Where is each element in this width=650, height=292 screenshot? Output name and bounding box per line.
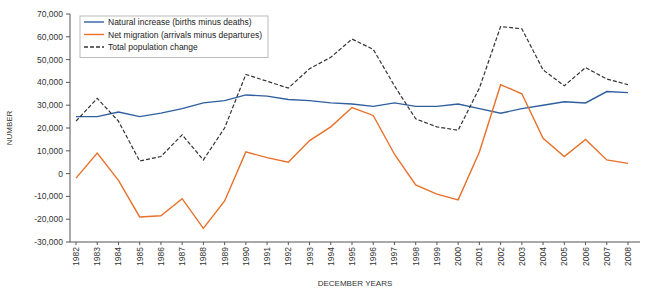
x-tick-label: 1991 bbox=[262, 247, 272, 266]
x-tick bbox=[458, 242, 459, 245]
y-tick-label: 30,000 bbox=[37, 100, 63, 110]
y-tick-label: 10,000 bbox=[37, 146, 63, 156]
y-tick bbox=[66, 36, 70, 37]
y-tick bbox=[66, 219, 70, 220]
chart: -30,000 -20,000 -10,000 0 10,000 20,000 30,000… bbox=[0, 0, 650, 292]
x-tick-label: 1986 bbox=[156, 247, 166, 266]
x-tick bbox=[97, 242, 98, 245]
y-tick bbox=[66, 82, 70, 83]
x-tick bbox=[118, 242, 119, 245]
y-tick bbox=[66, 242, 70, 243]
y-axis-label: NUMBER bbox=[5, 110, 14, 145]
y-tick-label: 50,000 bbox=[37, 55, 63, 65]
y-tick-label: 70,000 bbox=[37, 9, 63, 19]
x-tick-label: 1985 bbox=[135, 247, 145, 266]
x-tick-label: 1987 bbox=[177, 247, 187, 266]
x-tick-label: 2008 bbox=[623, 247, 633, 266]
x-tick bbox=[521, 242, 522, 245]
legend-label: Net migration (arrivals minus departures… bbox=[108, 30, 262, 40]
legend-label: Natural increase (births minus deaths) bbox=[108, 17, 252, 27]
x-tick-label: 1983 bbox=[92, 247, 102, 266]
x-tick bbox=[267, 242, 268, 245]
x-tick-label: 1993 bbox=[305, 247, 315, 266]
x-tick-label: 1990 bbox=[241, 247, 251, 266]
legend-swatch bbox=[84, 21, 104, 22]
x-tick-label: 2006 bbox=[581, 247, 591, 266]
y-tick-label: 0 bbox=[58, 169, 63, 179]
x-tick-label: 2002 bbox=[496, 247, 506, 266]
x-tick-label: 1995 bbox=[347, 247, 357, 266]
x-tick-label: 2007 bbox=[602, 247, 612, 266]
y-tick bbox=[66, 196, 70, 197]
x-tick bbox=[182, 242, 183, 245]
x-tick bbox=[288, 242, 289, 245]
legend-swatch bbox=[84, 34, 104, 35]
x-tick bbox=[203, 242, 204, 245]
x-axis bbox=[70, 242, 640, 243]
legend-label: Total population change bbox=[108, 42, 198, 52]
y-tick bbox=[66, 105, 70, 106]
series-line bbox=[76, 27, 628, 162]
x-tick bbox=[436, 242, 437, 245]
x-tick-label: 1994 bbox=[326, 247, 336, 266]
series-line bbox=[76, 92, 628, 117]
legend: Natural increase (births minus deaths) Ne… bbox=[80, 16, 268, 58]
x-tick-label: 2003 bbox=[517, 247, 527, 266]
y-tick bbox=[66, 173, 70, 174]
x-tick bbox=[224, 242, 225, 245]
y-tick bbox=[66, 14, 70, 15]
x-tick bbox=[352, 242, 353, 245]
x-tick-label: 1982 bbox=[71, 247, 81, 266]
x-axis-label: DECEMBER YEARS bbox=[318, 279, 393, 288]
x-tick bbox=[564, 242, 565, 245]
x-tick bbox=[415, 242, 416, 245]
x-tick-label: 1989 bbox=[220, 247, 230, 266]
x-tick bbox=[330, 242, 331, 245]
x-tick bbox=[160, 242, 161, 245]
x-tick bbox=[500, 242, 501, 245]
y-tick bbox=[66, 150, 70, 151]
x-tick bbox=[245, 242, 246, 245]
x-tick bbox=[309, 242, 310, 245]
x-tick bbox=[628, 242, 629, 245]
x-tick bbox=[543, 242, 544, 245]
x-tick-label: 2000 bbox=[453, 247, 463, 266]
legend-box bbox=[80, 16, 268, 58]
x-tick-label: 1992 bbox=[283, 247, 293, 266]
x-tick bbox=[606, 242, 607, 245]
x-tick bbox=[373, 242, 374, 245]
x-tick bbox=[479, 242, 480, 245]
y-tick bbox=[66, 59, 70, 60]
x-tick-label: 1984 bbox=[113, 247, 123, 266]
legend-swatch bbox=[84, 46, 104, 47]
y-tick bbox=[66, 128, 70, 129]
x-tick bbox=[139, 242, 140, 245]
x-tick-label: 1999 bbox=[432, 247, 442, 266]
y-tick-label: -10,000 bbox=[34, 191, 63, 201]
x-tick-label: 2005 bbox=[559, 247, 569, 266]
y-tick-label: 20,000 bbox=[37, 123, 63, 133]
x-tick-label: 1998 bbox=[411, 247, 421, 266]
x-tick bbox=[76, 242, 77, 245]
x-tick-label: 2004 bbox=[538, 247, 548, 266]
x-tick-label: 1988 bbox=[198, 247, 208, 266]
x-tick bbox=[394, 242, 395, 245]
y-tick-label: 60,000 bbox=[37, 32, 63, 42]
y-tick-label: -20,000 bbox=[34, 214, 63, 224]
x-tick-label: 1996 bbox=[368, 247, 378, 266]
x-tick-label: 2001 bbox=[474, 247, 484, 266]
y-tick-label: 40,000 bbox=[37, 77, 63, 87]
x-tick bbox=[585, 242, 586, 245]
y-tick-label: -30,000 bbox=[34, 237, 63, 247]
x-tick-label: 1997 bbox=[389, 247, 399, 266]
